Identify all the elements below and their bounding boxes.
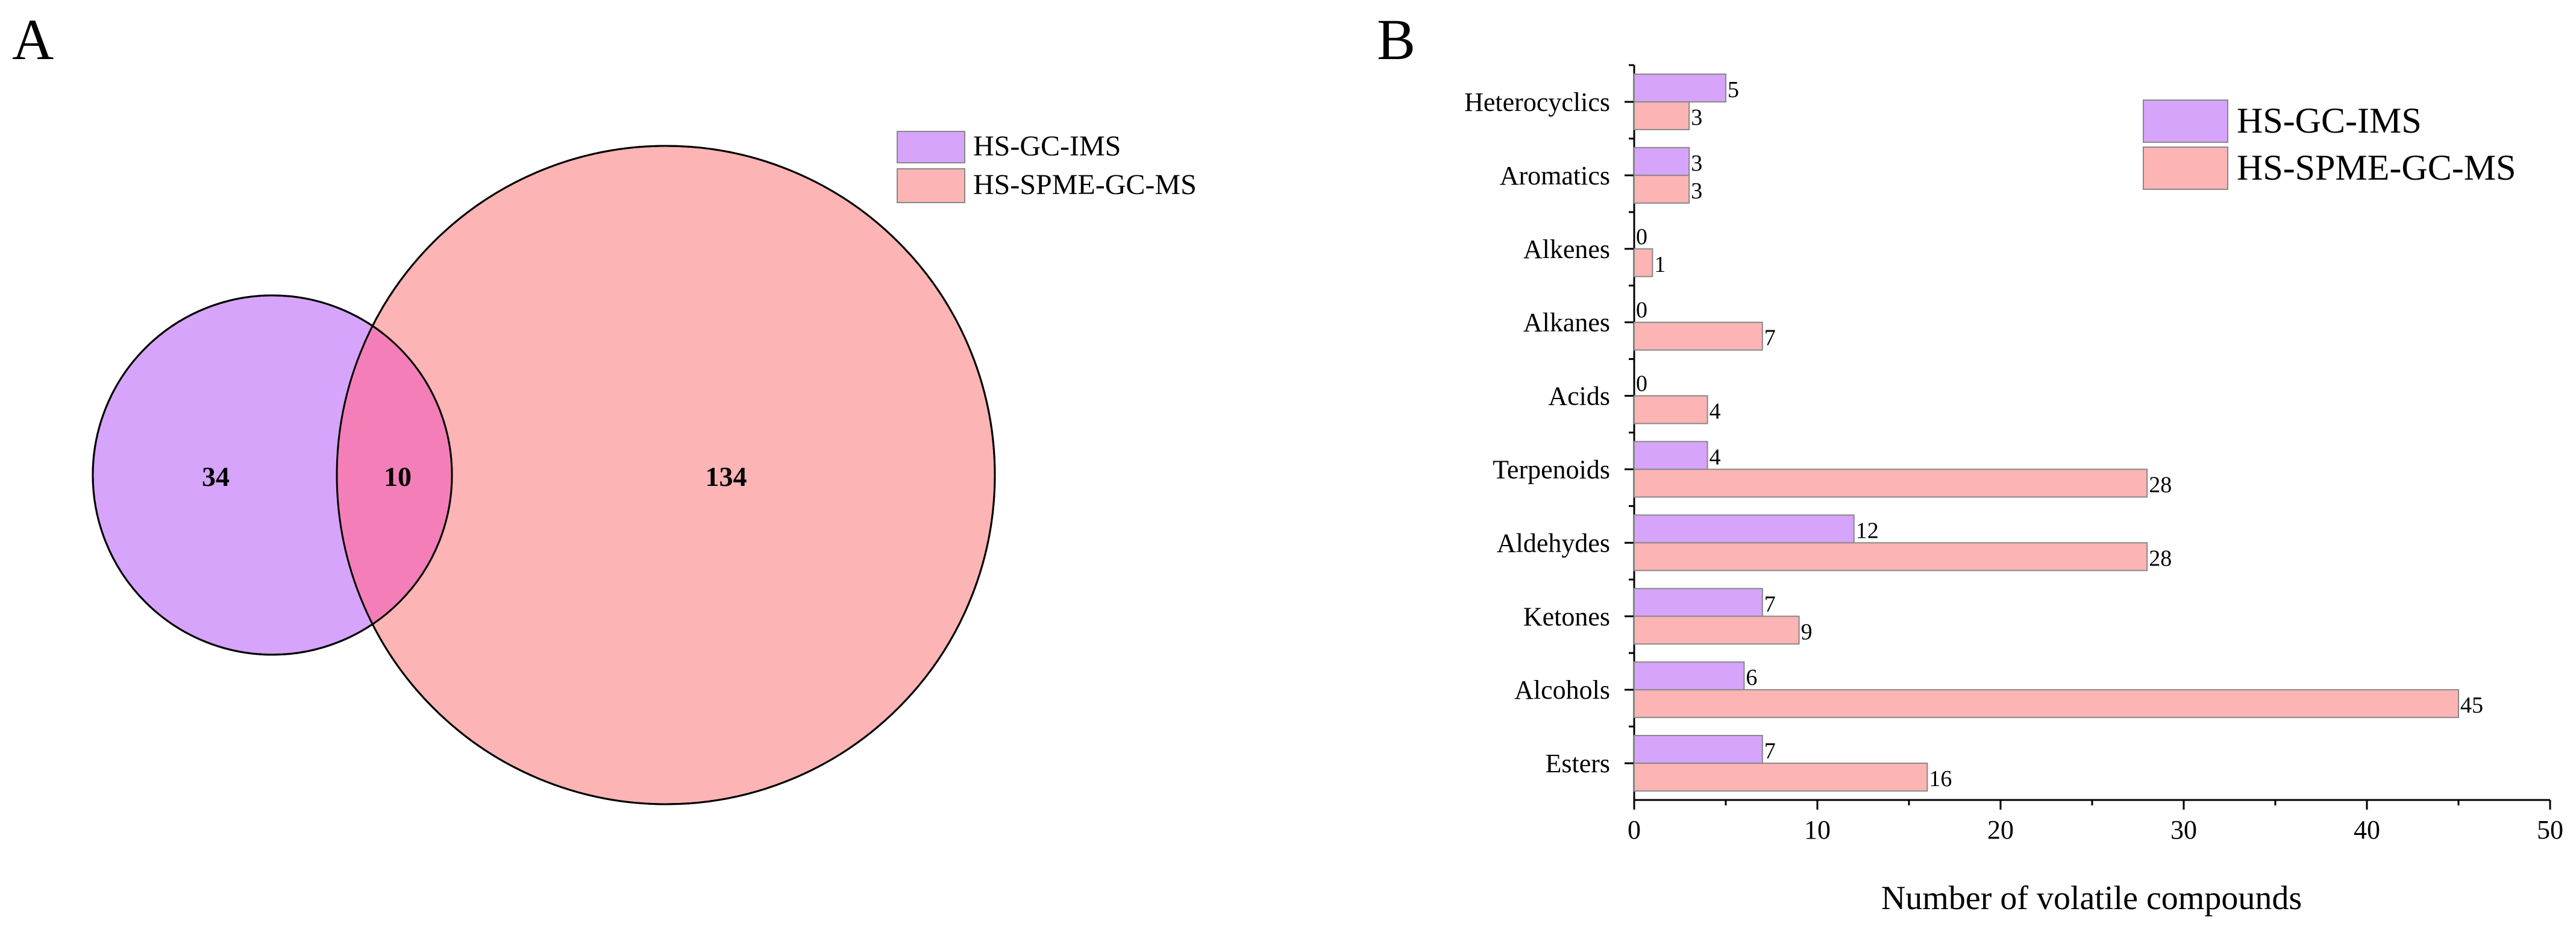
bar-label-hs-spme-gc-ms-acids: 4 (1709, 399, 1721, 424)
bar-label-hs-gc-ims-heterocyclics: 5 (1728, 77, 1739, 102)
bar-label-hs-spme-gc-ms-alkanes: 7 (1764, 326, 1776, 351)
venn-label-intersection: 10 (384, 461, 412, 492)
bar-label-hs-gc-ims-alkanes: 0 (1636, 298, 1647, 323)
bar-hs-gc-ims-aromatics (1634, 146, 1690, 176)
bar-label-hs-spme-gc-ms-alkenes: 1 (1654, 252, 1666, 277)
bar-label-hs-gc-ims-terpenoids: 4 (1709, 444, 1721, 470)
bar-label-hs-spme-gc-ms-esters: 16 (1929, 766, 1952, 792)
category-label-acids: Acids (1548, 382, 1610, 411)
legend-b-label-hs-gc-ims: HS-GC-IMS (2237, 101, 2422, 140)
bar-hs-spme-gc-ms-heterocyclics (1634, 101, 1690, 130)
bar-hs-gc-ims-aldehydes (1634, 514, 1855, 544)
bar-hs-spme-gc-ms-aldehydes (1634, 542, 2148, 572)
category-label-alkanes: Alkanes (1523, 308, 1610, 338)
bar-hs-spme-gc-ms-esters (1634, 763, 1928, 792)
legend-b-swatch-hs-gc-ims (2143, 99, 2228, 143)
bar-hs-gc-ims-heterocyclics (1634, 73, 1726, 102)
bar-label-hs-spme-gc-ms-heterocyclics: 3 (1691, 105, 1702, 130)
x-tick-label-30: 30 (2170, 815, 2197, 845)
bar-hs-spme-gc-ms-terpenoids (1634, 468, 2148, 498)
venn-label-hs-gc-ims-only: 34 (202, 461, 230, 492)
panel-b-letter: B (1377, 7, 1415, 72)
bar-label-hs-spme-gc-ms-aromatics: 3 (1691, 178, 1702, 204)
x-tick-label-50: 50 (2537, 815, 2563, 845)
x-tick-label-20: 20 (1987, 815, 2014, 845)
x-tick-label-0: 0 (1628, 815, 1641, 845)
bar-label-hs-spme-gc-ms-alcohols: 45 (2460, 693, 2483, 718)
panel-a-letter: A (12, 7, 54, 72)
panel-a: A 34 10 134 HS-GC-IMS HS-SPME-GC-MS (12, 7, 1197, 805)
x-tick-label-40: 40 (2354, 815, 2380, 845)
legend-a: HS-GC-IMS HS-SPME-GC-MS (897, 130, 1197, 203)
bar-label-hs-gc-ims-esters: 7 (1764, 738, 1776, 764)
bar-hs-spme-gc-ms-aromatics (1634, 174, 1690, 204)
bar-label-hs-spme-gc-ms-aldehydes: 28 (2149, 546, 2172, 571)
category-label-esters: Esters (1545, 749, 1610, 778)
legend-b-label-hs-spme-gc-ms: HS-SPME-GC-MS (2237, 148, 2516, 187)
legend-b: HS-GC-IMS HS-SPME-GC-MS (2143, 99, 2516, 190)
bar-hs-spme-gc-ms-alcohols (1634, 689, 2459, 719)
legend-a-label-hs-gc-ims: HS-GC-IMS (973, 130, 1121, 162)
bar-label-hs-spme-gc-ms-ketones: 9 (1801, 619, 1813, 644)
bar-hs-gc-ims-esters (1634, 735, 1763, 764)
category-label-aromatics: Aromatics (1500, 161, 1610, 191)
category-label-ketones: Ketones (1523, 602, 1610, 631)
bar-hs-spme-gc-ms-ketones (1634, 616, 1800, 645)
venn-outline-hs-spme-gc-ms (336, 145, 996, 805)
bar-label-hs-gc-ims-acids: 0 (1636, 371, 1647, 397)
legend-b-swatch-hs-spme-gc-ms (2143, 146, 2228, 190)
bar-hs-gc-ims-ketones (1634, 588, 1763, 617)
bar-hs-gc-ims-alcohols (1634, 661, 1745, 691)
category-label-terpenoids: Terpenoids (1493, 455, 1610, 484)
venn-outline-hs-gc-ims (92, 294, 453, 656)
legend-a-swatch-hs-gc-ims (897, 131, 965, 163)
bar-label-hs-gc-ims-ketones: 7 (1764, 591, 1776, 617)
category-label-heterocyclics: Heterocyclics (1464, 87, 1610, 117)
category-label-alkenes: Alkenes (1523, 235, 1610, 264)
bar-label-hs-gc-ims-aldehydes: 12 (1856, 518, 1879, 543)
bar-hs-gc-ims-terpenoids (1634, 441, 1708, 470)
bar-hs-spme-gc-ms-alkenes (1634, 248, 1653, 277)
bar-label-hs-gc-ims-aromatics: 3 (1691, 151, 1702, 176)
category-label-alcohols: Alcohols (1514, 675, 1610, 705)
x-tick-label-10: 10 (1804, 815, 1831, 845)
x-axis-title: Number of volatile compounds (1881, 880, 2302, 917)
bar-label-hs-gc-ims-alkenes: 0 (1636, 224, 1647, 250)
bar-hs-spme-gc-ms-alkanes (1634, 321, 1763, 351)
bar-label-hs-gc-ims-alcohols: 6 (1746, 665, 1757, 690)
legend-a-swatch-hs-spme-gc-ms (897, 168, 965, 203)
venn-label-hs-spme-gc-ms-only: 134 (706, 461, 747, 492)
bar-hs-spme-gc-ms-acids (1634, 395, 1708, 424)
legend-a-label-hs-spme-gc-ms: HS-SPME-GC-MS (973, 169, 1197, 201)
category-label-aldehydes: Aldehydes (1497, 528, 1610, 558)
bar-label-hs-spme-gc-ms-terpenoids: 28 (2149, 472, 2172, 497)
